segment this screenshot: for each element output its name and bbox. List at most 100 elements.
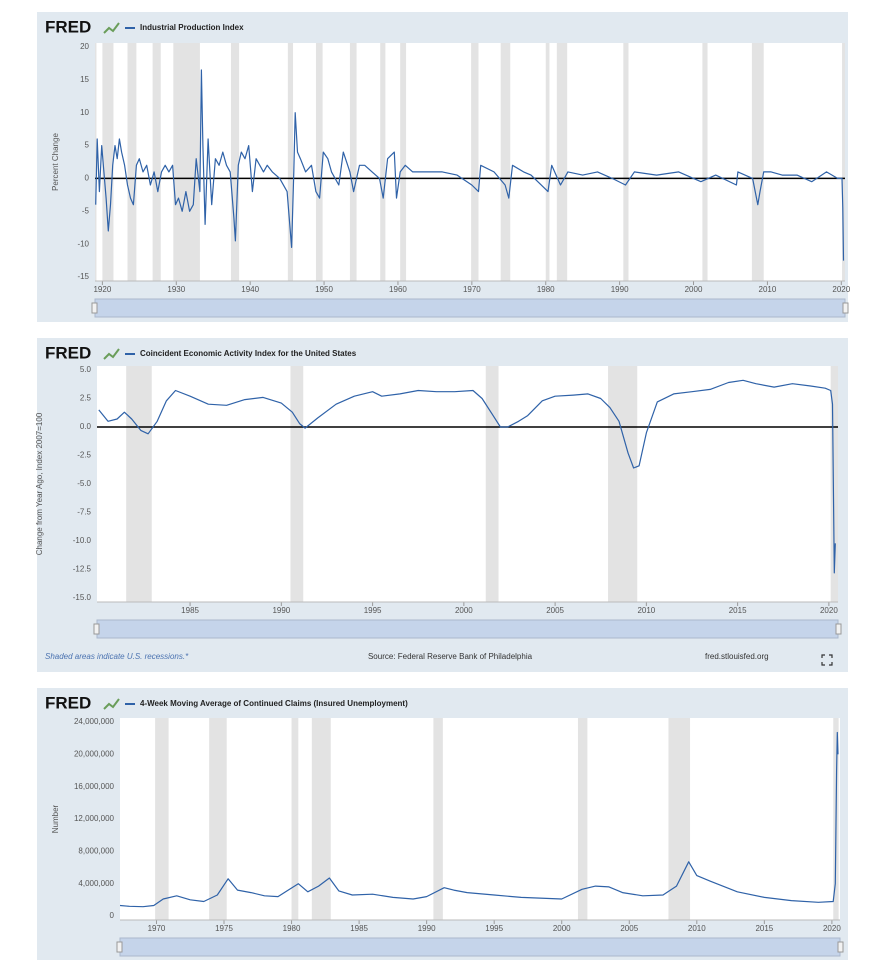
recession-band bbox=[95, 43, 97, 281]
recession-band bbox=[290, 366, 304, 602]
recession-band bbox=[577, 718, 588, 920]
x-tick-label: 1930 bbox=[167, 285, 185, 294]
y-tick-label: 0 bbox=[110, 911, 115, 920]
plot-area bbox=[120, 718, 840, 920]
y-tick-label: -15.0 bbox=[73, 593, 92, 602]
plot-area bbox=[97, 366, 838, 602]
x-tick-label: 2010 bbox=[688, 924, 706, 933]
recession-band bbox=[400, 43, 407, 281]
recession-band bbox=[291, 718, 299, 920]
x-tick-label: 2000 bbox=[685, 285, 703, 294]
y-tick-label: -5 bbox=[82, 206, 90, 215]
series-line bbox=[95, 69, 845, 261]
recession-band bbox=[155, 718, 169, 920]
recession-band bbox=[830, 366, 838, 602]
logo: FRED bbox=[45, 343, 91, 362]
series-line bbox=[120, 731, 839, 908]
y-axis-label: Percent Change bbox=[51, 133, 60, 191]
navigator bbox=[94, 298, 846, 318]
y-axis-label: Number bbox=[51, 804, 60, 833]
recession-note: Shaded areas indicate U.S. recessions.* bbox=[45, 652, 189, 661]
y-tick-label: 2.5 bbox=[80, 394, 92, 403]
x-tick-label: 2010 bbox=[637, 606, 655, 615]
recession-band bbox=[545, 43, 550, 281]
x-tick-label: 1980 bbox=[283, 924, 301, 933]
recession-band bbox=[471, 43, 479, 281]
x-tick-label: 1970 bbox=[463, 285, 481, 294]
y-tick-label: -2.5 bbox=[77, 451, 91, 460]
x-tick-label: 1990 bbox=[272, 606, 290, 615]
x-tick-label: 1970 bbox=[148, 924, 166, 933]
x-tick-label: 1950 bbox=[315, 285, 333, 294]
fullscreen-icon bbox=[821, 654, 833, 666]
y-axis-label: Change from Year Ago, Index 2007=100 bbox=[35, 412, 44, 555]
navigator-handle-left bbox=[91, 302, 98, 314]
recession-band bbox=[556, 43, 568, 281]
logo: FRED bbox=[45, 693, 91, 712]
x-tick-label: 1960 bbox=[389, 285, 407, 294]
recession-band bbox=[311, 718, 331, 920]
recession-band bbox=[126, 366, 152, 602]
recession-band bbox=[209, 718, 227, 920]
navigator-handle-left bbox=[116, 941, 123, 953]
x-tick-label: 1990 bbox=[418, 924, 436, 933]
y-tick-label: -7.5 bbox=[77, 508, 91, 517]
y-tick-label: -12.5 bbox=[73, 565, 92, 574]
recession-band bbox=[433, 718, 443, 920]
x-tick-label: 2005 bbox=[620, 924, 638, 933]
legend-label: Industrial Production Index bbox=[140, 23, 244, 32]
recession-band bbox=[315, 43, 323, 281]
y-tick-label: 24,000,000 bbox=[74, 717, 115, 726]
recession-band bbox=[623, 43, 629, 281]
x-tick-label: 2020 bbox=[823, 924, 841, 933]
x-tick-label: 1985 bbox=[350, 924, 368, 933]
navigator bbox=[96, 619, 839, 639]
y-tick-label: 5 bbox=[85, 141, 90, 150]
recession-band bbox=[287, 43, 294, 281]
logo: FRED bbox=[45, 17, 91, 36]
y-tick-label: -5.0 bbox=[77, 479, 91, 488]
y-tick-label: 8,000,000 bbox=[78, 846, 114, 855]
x-tick-label: 1990 bbox=[611, 285, 629, 294]
x-tick-label: 1995 bbox=[364, 606, 382, 615]
logo-icon bbox=[103, 348, 120, 360]
x-tick-label: 2020 bbox=[820, 606, 838, 615]
x-tick-label: 1985 bbox=[181, 606, 199, 615]
legend-label: Coincident Economic Activity Index for t… bbox=[140, 349, 357, 358]
recession-band bbox=[230, 43, 240, 281]
y-tick-label: 20 bbox=[80, 42, 89, 51]
x-tick-label: 2020 bbox=[832, 285, 850, 294]
x-tick-label: 1975 bbox=[215, 924, 233, 933]
recession-band bbox=[608, 366, 638, 602]
x-tick-label: 2015 bbox=[755, 924, 773, 933]
logo-icon bbox=[103, 22, 120, 34]
y-tick-label: 0 bbox=[85, 174, 90, 183]
recession-band bbox=[152, 43, 161, 281]
y-tick-label: 4,000,000 bbox=[78, 879, 114, 888]
y-tick-label: 10 bbox=[80, 108, 89, 117]
y-tick-label: 0.0 bbox=[80, 422, 92, 431]
x-tick-label: 2015 bbox=[729, 606, 747, 615]
recession-band bbox=[485, 366, 499, 602]
recession-band bbox=[500, 43, 511, 281]
x-tick-label: 1980 bbox=[537, 285, 555, 294]
x-tick-label: 1920 bbox=[93, 285, 111, 294]
series-line bbox=[98, 379, 836, 574]
y-tick-label: -10.0 bbox=[73, 536, 92, 545]
recession-band bbox=[751, 43, 764, 281]
y-tick-label: 20,000,000 bbox=[74, 749, 115, 758]
x-tick-label: 1940 bbox=[241, 285, 259, 294]
x-tick-label: 2000 bbox=[455, 606, 473, 615]
y-tick-label: -10 bbox=[77, 239, 89, 248]
recession-band bbox=[127, 43, 137, 281]
x-tick-label: 2010 bbox=[759, 285, 777, 294]
legend-label: 4-Week Moving Average of Continued Claim… bbox=[140, 699, 408, 708]
x-tick-label: 1995 bbox=[485, 924, 503, 933]
recession-band bbox=[102, 43, 114, 281]
x-tick-label: 2000 bbox=[553, 924, 571, 933]
navigator-handle-right bbox=[837, 941, 844, 953]
y-tick-label: 15 bbox=[80, 75, 89, 84]
navigator bbox=[119, 937, 841, 957]
recession-band bbox=[380, 43, 386, 281]
y-tick-label: -15 bbox=[77, 272, 89, 281]
